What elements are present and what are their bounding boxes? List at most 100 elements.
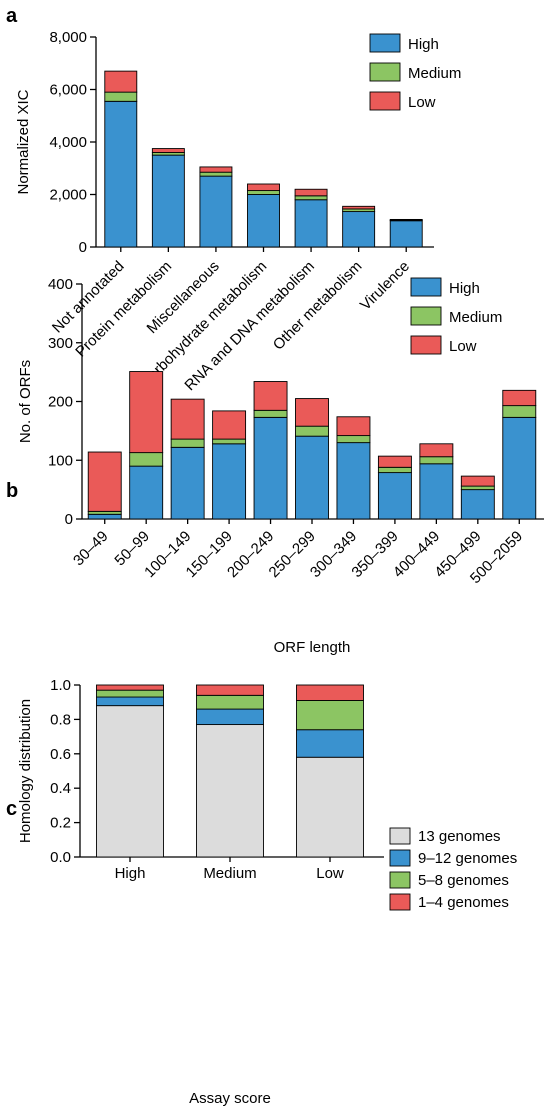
bar-segment [87,513,122,520]
legend-label: 13 genomes [418,828,501,845]
y-tick-label: 2,000 [49,187,87,204]
bar-segment [247,194,280,248]
x-tick-label: Other metabolism [270,258,366,354]
legend-swatch [389,871,411,889]
bar-segment [96,684,164,691]
bar-segment [377,455,412,468]
bar-segment [151,148,185,153]
legend-swatch [389,893,411,911]
y-tick-label: 0.2 [50,815,71,832]
legend-label: High [449,280,480,297]
x-tick-label: Medium [203,865,256,882]
bar-segment [199,175,233,248]
bar-segment [295,398,329,427]
legend-swatch [410,277,442,297]
bar-segment [151,154,185,248]
bar-segment [104,91,138,102]
bar-segment [294,195,328,201]
bar-segment [296,684,364,701]
y-tick-label: 6,000 [49,82,87,99]
bar-segment [247,190,280,195]
y-tick-label: 300 [48,335,73,352]
y-axis-label: No. of ORFs [17,360,34,443]
y-axis-label: Normalized XIC [15,89,32,194]
x-tick-label: Low [316,865,344,882]
legend-swatch [389,827,411,845]
y-tick-label: 0.0 [50,849,71,866]
bar-segment [336,442,371,520]
bar-segment [253,381,288,411]
y-axis-label: Homology distribution [17,699,34,843]
legend-swatch [369,33,401,53]
bar-segment [419,463,454,520]
bar-segment [336,435,371,444]
bar-segment [296,700,364,731]
bar-segment [460,485,495,491]
bar-segment [295,435,329,520]
legend-label: 1–4 genomes [418,894,509,911]
bar-segment [296,756,364,858]
legend-swatch [369,91,401,111]
y-tick-label: 0 [79,239,87,256]
y-tick-label: 0.6 [50,746,71,763]
bar-segment [196,708,264,726]
y-tick-label: 8,000 [49,29,87,46]
bar-segment [170,438,205,448]
bar-segment [389,220,423,248]
bar-segment [419,443,454,458]
bar-segment [502,389,537,407]
panel-letter: c [6,798,17,820]
bar-segment [342,211,376,248]
bar-segment [253,416,288,520]
bar-segment [460,475,495,487]
legend-swatch [389,849,411,867]
y-tick-label: 0.4 [50,780,71,797]
legend-label: Medium [408,65,461,82]
legend-label: High [408,36,439,53]
bar-segment [377,472,412,520]
bar-segment [294,199,328,248]
bar-segment [502,405,537,418]
bar-segment [196,724,264,858]
bar-segment [196,684,264,696]
legend-label: Low [408,94,436,111]
y-tick-label: 4,000 [49,134,87,151]
bar-segment [295,425,329,437]
panel-letter: a [6,5,18,27]
legend-label: 9–12 genomes [418,850,517,867]
bar-segment [87,451,122,512]
legend-swatch [369,62,401,82]
bar-segment [342,205,376,210]
bar-segment [199,166,233,173]
bar-segment [96,696,164,707]
legend-label: 5–8 genomes [418,872,509,889]
bar-segment [212,410,247,440]
bar-segment [460,489,495,520]
bar-segment [104,70,138,93]
bar-segment [502,416,537,520]
x-tick-label: High [115,865,146,882]
legend-swatch [410,335,442,355]
x-tick-label: Virulence [357,258,413,314]
bar-segment [170,398,205,440]
y-tick-label: 0.8 [50,711,71,728]
bar-segment [96,705,164,858]
bar-segment [129,452,164,467]
bar-segment [336,416,371,437]
y-tick-label: 200 [48,394,73,411]
x-axis-label: ORF length [274,639,351,656]
bar-segment [199,171,233,177]
bar-segment [212,438,247,445]
y-tick-label: 400 [48,276,73,293]
bar-segment [129,465,164,520]
x-tick-label: 30–49 [70,528,112,570]
bar-segment [377,466,412,474]
legend-label: Low [449,338,477,355]
bar-segment [96,689,164,698]
bar-segment [419,456,454,465]
y-tick-label: 100 [48,452,73,469]
bar-segment [296,729,364,758]
legend-swatch [410,306,442,326]
legend-label: Medium [449,309,502,326]
